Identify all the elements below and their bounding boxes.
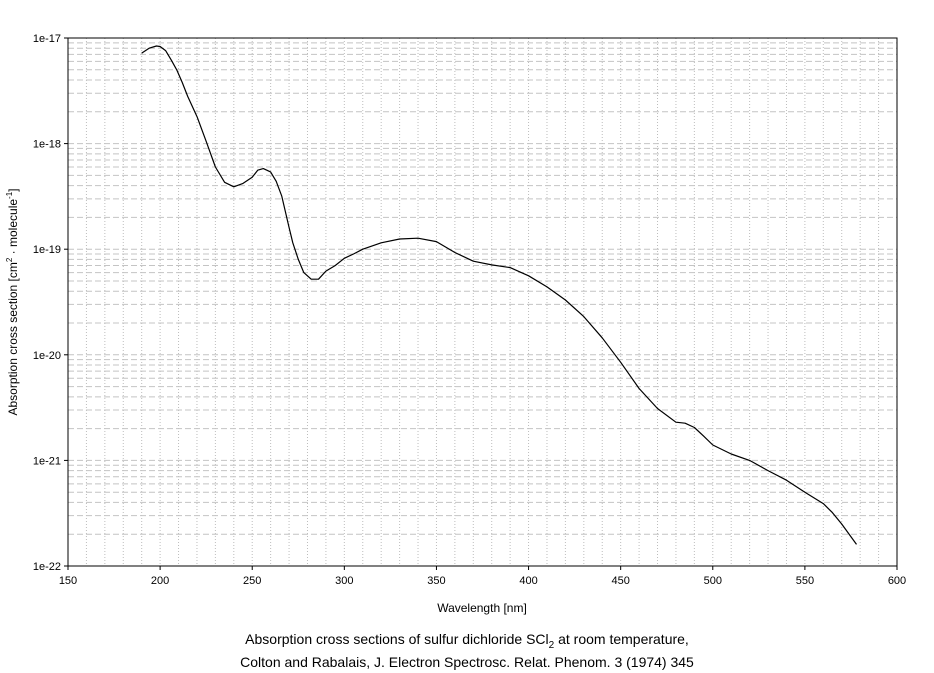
- caption-line-1: Absorption cross sections of sulfur dich…: [245, 631, 689, 651]
- y-tick-label: 1e-19: [33, 244, 61, 256]
- series-line: [141, 45, 857, 545]
- x-axis-label: Wavelength [nm]: [437, 601, 527, 615]
- y-tick-label: 1e-20: [33, 350, 61, 362]
- x-tick-label: 550: [796, 575, 814, 587]
- y-axis-label: Absorption cross section [cm2 · molecule…: [5, 188, 20, 415]
- x-tick-label: 500: [704, 575, 722, 587]
- y-tick-label: 1e-17: [33, 33, 61, 45]
- y-tick-label: 1e-21: [33, 455, 61, 467]
- x-tick-label: 600: [888, 575, 906, 587]
- x-tick-label: 450: [611, 575, 629, 587]
- x-tick-label: 150: [59, 575, 77, 587]
- plot-area: [67, 37, 898, 567]
- x-tick-label: 250: [243, 575, 261, 587]
- x-tick-label: 400: [519, 575, 537, 587]
- x-tick-label: 300: [335, 575, 353, 587]
- caption-line-2: Colton and Rabalais, J. Electron Spectro…: [240, 654, 694, 670]
- grid: [68, 38, 897, 566]
- y-tick-label: 1e-22: [33, 561, 61, 573]
- x-tick-label: 200: [151, 575, 169, 587]
- series-layer: [141, 45, 857, 545]
- x-tick-label: 350: [427, 575, 445, 587]
- y-tick-label: 1e-18: [33, 139, 61, 151]
- tick-labels: 150 200 250 300 350 400 450 500 550 600 1e-22 1e-21…: [33, 33, 906, 587]
